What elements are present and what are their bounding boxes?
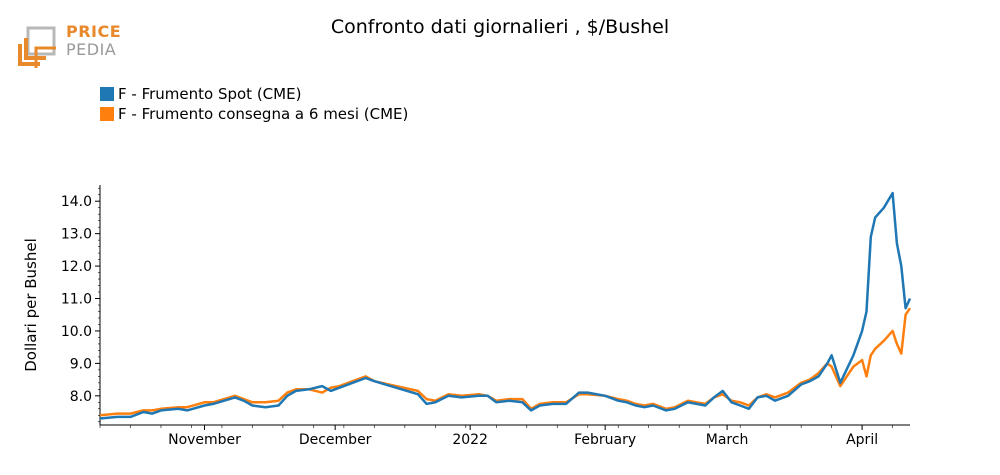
x-tick-label: November [168,432,241,448]
y-tick-label: 11.0 [61,292,92,308]
x-tick-label: December [299,432,372,448]
chart-legend: F - Frumento Spot (CME) F - Frumento con… [100,84,408,124]
pricepedia-logo-mark [18,26,56,68]
legend-label-6-mesi: F - Frumento consegna a 6 mesi (CME) [118,105,409,123]
y-tick-label: 12.0 [61,259,92,275]
y-tick-label: 13.0 [61,227,92,243]
x-tick-label: February [574,432,636,448]
legend-item-6-mesi[interactable]: F - Frumento consegna a 6 mesi (CME) [100,104,408,124]
y-tick-label: 10.0 [61,324,92,340]
y-axis-label: Dollari per Bushel [22,238,40,372]
legend-label-spot: F - Frumento Spot (CME) [118,85,302,103]
chart-title: Confronto dati giornalieri , $/Bushel [330,16,670,38]
legend-swatch-spot [100,87,114,101]
series-line-spot [99,191,912,420]
x-tick-label: 2022 [452,432,488,448]
legend-swatch-6-mesi [100,107,114,121]
logo-text-pedia: PEDIA [66,40,117,59]
series-line-6-mesi [99,307,912,417]
y-tick-label: 8.0 [70,389,92,405]
legend-item-spot[interactable]: F - Frumento Spot (CME) [100,84,408,104]
y-tick-label: 14.0 [61,194,92,210]
y-tick-label: 9.0 [70,356,92,372]
x-tick-label: March [706,432,749,448]
logo-text-price: PRICE [66,22,122,41]
pricepedia-logo: PRICE PEDIA [18,22,128,74]
chart-lines [99,191,912,420]
x-tick-label: April [846,432,878,448]
chart-axes: 8.0 9.0 10.0 11.0 12.0 13.0 14.0 November Decemb… [22,185,910,448]
